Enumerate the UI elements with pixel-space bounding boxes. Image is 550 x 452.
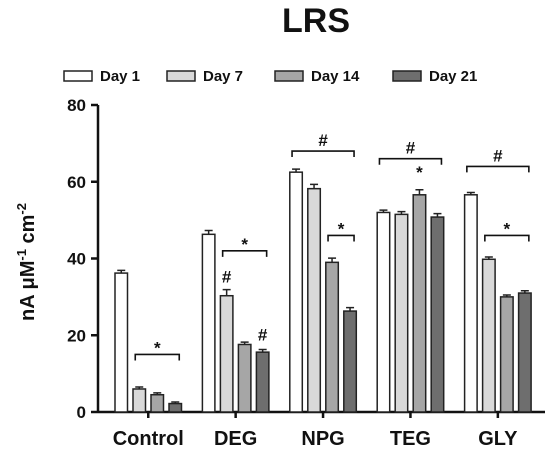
x-tick-label-teg: TEG [390,428,431,450]
significance-mark-7: # [406,139,416,158]
error-bar-control-day21 [171,401,180,404]
significance-bracket-5 [291,150,355,158]
significance-mark-6: * [338,219,345,238]
y-tick-label-40: 40 [67,250,86,269]
bar-control-day21 [168,402,183,413]
legend-label-1: Day 1 [100,68,140,85]
significance-mark-3: # [222,267,232,286]
legend-label-3: Day 14 [311,68,360,85]
error-bar-control-day7 [135,386,144,389]
significance-bracket-10 [484,234,530,242]
legend-swatch-4 [392,70,422,82]
significance-mark-8: * [416,163,423,182]
bar-teg-day7 [394,213,409,413]
bar-npg-day7 [307,187,322,413]
significance-mark-1: * [154,338,161,357]
bar-teg-day14 [412,194,427,413]
bar-control-day7 [132,388,147,413]
error-bar-gly-day21 [520,289,529,294]
annotations: **###*#*#* [134,131,530,361]
error-bar-gly-day1 [466,191,475,195]
bar-deg-day14 [237,343,252,413]
bar-gly-day7 [481,258,496,413]
bar-deg-day1 [201,233,216,413]
bar-gly-day21 [517,292,532,413]
significance-bracket-1 [134,353,181,361]
legend: Day 1 Day 7 Day 14 Day 21 [63,68,477,85]
bars [114,168,532,413]
significance-bracket-6 [327,234,355,242]
error-bar-npg-day1 [292,168,301,173]
error-bar-deg-day14 [240,341,249,345]
error-bar-npg-day21 [346,306,355,312]
error-bar-teg-day7 [397,210,406,215]
y-tick-label-0: 0 [77,403,86,422]
significance-mark-9: # [493,146,503,165]
y-tick-label-20: 20 [67,326,86,345]
error-bar-npg-day14 [328,257,337,263]
bar-gly-day1 [463,194,478,413]
chart-title: LRS [282,2,350,40]
x-tick-label-gly: GLY [478,428,518,450]
y-axis-label: nA μM-1 cm-2 [14,203,39,321]
bar-control-day14 [150,393,165,413]
legend-swatch-2 [166,70,196,82]
bar-deg-day7 [219,294,234,413]
bar-deg-day21 [255,351,270,413]
y-axis-label-sup2: -2 [14,203,29,215]
error-bar-teg-day21 [433,212,442,218]
significance-bracket-2 [221,250,268,257]
significance-mark-2: * [241,235,248,254]
bar-npg-day21 [343,310,358,413]
error-bar-deg-day1 [204,229,213,235]
error-bar-deg-day21 [258,348,267,353]
y-tick-label-80: 80 [67,96,86,115]
bar-gly-day14 [499,296,514,413]
axes: 0 20 40 60 80 Control DEG NPG TEG GLY [67,96,545,450]
bar-control-day1 [114,272,129,413]
significance-bracket-9 [466,165,530,173]
error-bar-gly-day14 [502,294,511,297]
bar-npg-day1 [289,171,304,413]
error-bar-control-day1 [117,269,126,274]
significance-mark-10: * [504,219,511,238]
bar-npg-day14 [325,261,340,413]
error-bar-teg-day14 [415,189,424,195]
x-tick-label-control: Control [113,428,184,450]
error-bar-deg-day7 [222,288,231,296]
y-axis-label-sup1: -1 [14,249,29,261]
error-bar-npg-day7 [310,183,319,189]
error-bar-teg-day1 [379,209,388,213]
bar-teg-day21 [430,216,445,413]
x-tick-label-deg: DEG [214,428,257,450]
bar-teg-day1 [376,211,391,413]
legend-swatch-1 [63,70,93,82]
significance-mark-4: # [258,326,268,345]
y-axis-label-base: nA μM [17,261,39,321]
legend-label-2: Day 7 [203,68,243,85]
legend-swatch-3 [274,70,304,82]
y-axis-label-mid: cm [17,215,39,249]
error-bar-gly-day7 [484,256,493,260]
error-bar-control-day14 [153,392,162,395]
y-tick-label-60: 60 [67,173,86,192]
significance-bracket-7 [378,157,443,165]
legend-label-4: Day 21 [429,68,477,85]
significance-mark-5: # [318,131,328,150]
x-tick-label-npg: NPG [301,428,344,450]
